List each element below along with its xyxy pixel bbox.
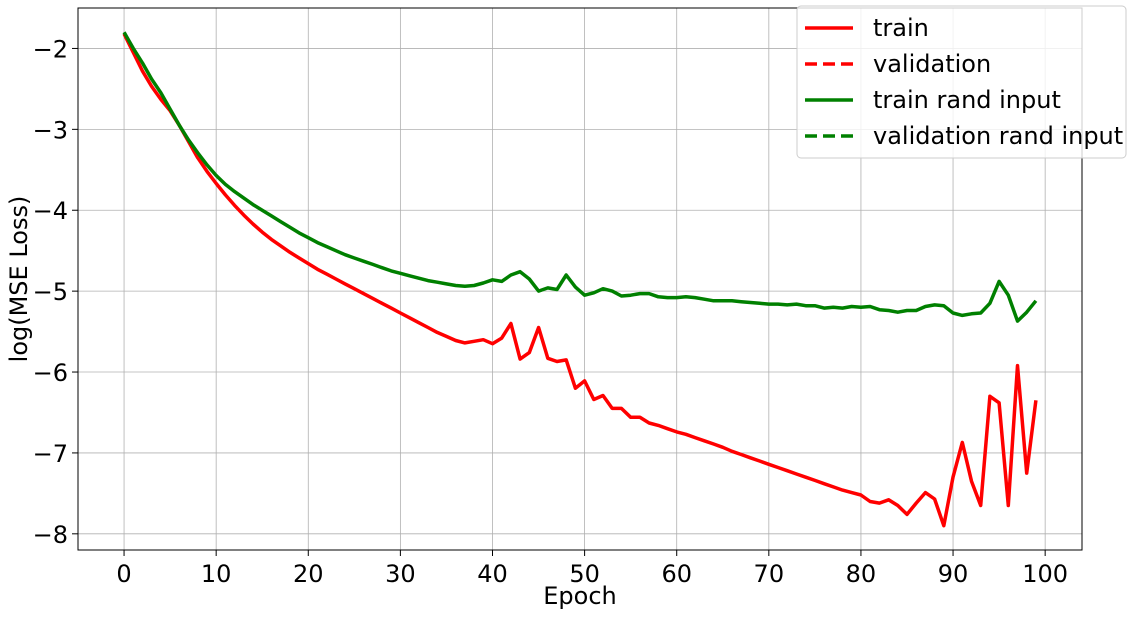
plot-frame: [77, 7, 1083, 551]
x-tick-label: 30: [385, 560, 416, 588]
legend-label-validation: validation: [873, 50, 991, 78]
x-axis: 0 10 20 30 40 50 60 70 80 90 100: [116, 550, 1068, 588]
x-tick-label: 20: [293, 560, 324, 588]
series-line-train: [122, 33, 1038, 528]
x-tick-label: 50: [569, 560, 600, 588]
x-tick-label: 60: [661, 560, 692, 588]
y-axis: −2 −3 −4 −5 −6 −7 −8: [33, 35, 78, 549]
y-axis-title: log(MSE Loss): [5, 196, 33, 363]
legend: train validation train rand input validatio…: [796, 5, 1127, 159]
x-tick-label: 100: [1022, 560, 1068, 588]
series-lines: [122, 31, 1038, 528]
y-tick-label: −5: [33, 278, 68, 306]
y-tick-label: −6: [33, 359, 68, 387]
x-tick-label: 90: [938, 560, 969, 588]
x-axis-title: Epoch: [543, 582, 617, 610]
y-tick-label: −2: [33, 35, 68, 63]
y-tick-label: −7: [33, 440, 68, 468]
legend-label-validation-rand-input: validation rand input: [873, 122, 1123, 150]
x-tick-label: 0: [116, 560, 131, 588]
legend-label-train-rand-input: train rand input: [873, 86, 1061, 114]
legend-box: [796, 5, 1127, 159]
x-tick-label: 70: [754, 560, 785, 588]
y-tick-label: −4: [33, 197, 68, 225]
y-tick-label: −8: [33, 521, 68, 549]
y-tick-label: −3: [33, 116, 68, 144]
x-tick-label: 10: [201, 560, 232, 588]
x-tick-label: 40: [477, 560, 508, 588]
series-line-train-rand-input: [122, 31, 1038, 323]
legend-label-train: train: [873, 14, 929, 42]
x-tick-label: 80: [846, 560, 877, 588]
